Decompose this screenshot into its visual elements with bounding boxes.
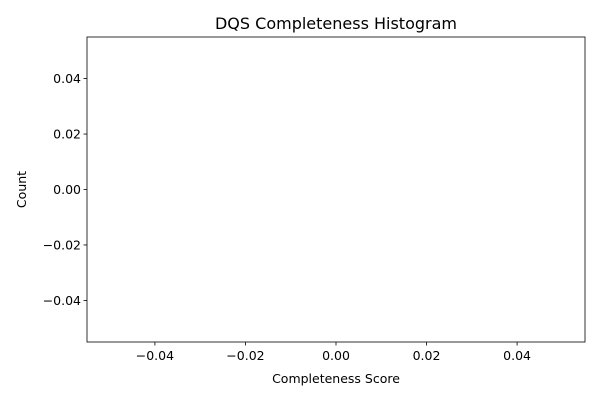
y-tick-label: 0.00 — [53, 182, 81, 197]
y-tick-label: −0.04 — [43, 293, 81, 308]
x-tick-label: 0.04 — [503, 348, 531, 363]
y-tick-label: 0.04 — [53, 71, 81, 86]
y-tick-label: −0.02 — [43, 237, 81, 252]
x-tick-label: 0.02 — [413, 348, 441, 363]
y-axis-ticks: −0.04 −0.02 0.00 0.02 0.04 — [43, 71, 87, 308]
x-tick-label: −0.02 — [226, 348, 264, 363]
y-tick-label: 0.02 — [53, 127, 81, 142]
x-tick-label: −0.04 — [136, 348, 174, 363]
plot-area-frame — [86, 36, 586, 343]
x-tick-label: 0.00 — [322, 348, 350, 363]
x-axis-ticks: −0.04 −0.02 0.00 0.02 0.04 — [136, 342, 531, 363]
chart-title: DQS Completeness Histogram — [215, 14, 457, 33]
y-axis-label: Count — [14, 171, 29, 208]
x-axis-label: Completeness Score — [272, 371, 400, 386]
